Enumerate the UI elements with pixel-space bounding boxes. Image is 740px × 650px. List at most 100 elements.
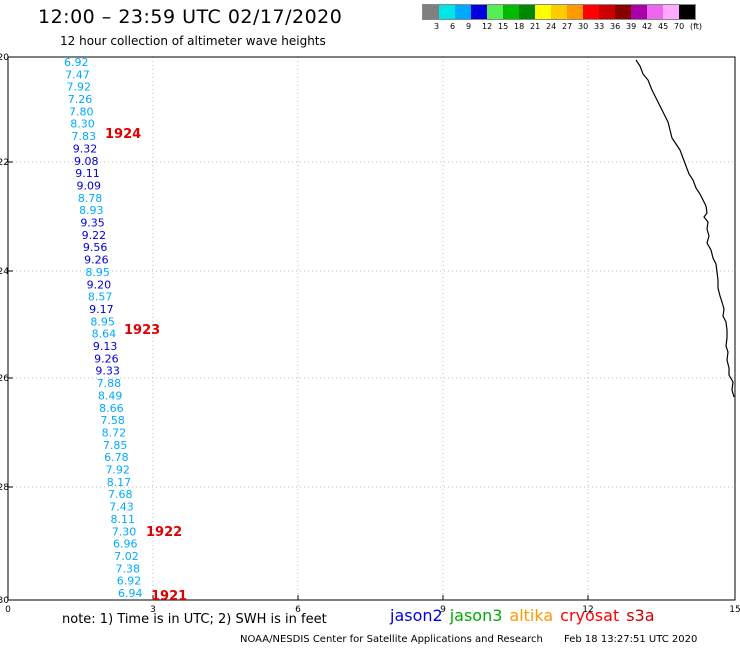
wave-height-value: 9.08 — [74, 155, 99, 168]
color-swatch — [471, 5, 487, 19]
pass-time-label: 1924 — [105, 127, 141, 142]
wave-height-value: 8.95 — [90, 315, 115, 328]
wave-height-value: 9.33 — [95, 365, 120, 378]
color-swatch — [487, 5, 503, 19]
wave-height-value: 7.83 — [72, 130, 97, 143]
lat-tick-label: -30 — [0, 596, 9, 606]
lon-tick-label: 15 — [729, 605, 740, 615]
pass-time-label: 1923 — [124, 323, 160, 338]
wave-height-value: 7.47 — [65, 68, 90, 81]
wave-height-value: 8.64 — [92, 328, 117, 341]
wave-height-value: 7.38 — [115, 562, 140, 575]
color-scale-label: 9 — [466, 22, 472, 31]
wave-height-value: 7.30 — [112, 525, 137, 538]
lat-tick-label: -22 — [0, 158, 9, 168]
lat-tick-label: -20 — [0, 53, 9, 63]
map-subtitle: 12 hour collection of altimeter wave hei… — [60, 34, 326, 48]
wave-height-value: 7.68 — [108, 488, 133, 501]
color-swatch — [615, 5, 631, 19]
color-scale-label: 39 — [626, 22, 637, 31]
wave-height-value: 6.92 — [64, 56, 89, 69]
color-swatch — [455, 5, 471, 19]
wave-height-value: 7.80 — [69, 105, 94, 118]
color-scale-label: (ft) — [690, 22, 703, 31]
wave-height-value: 8.95 — [85, 266, 110, 279]
wave-height-value: 9.13 — [93, 340, 118, 353]
wave-height-value: 9.56 — [83, 241, 108, 254]
footer: NOAA/NESDIS Center for Satellite Applica… — [240, 634, 715, 645]
map-title: 12:00 – 23:59 UTC 02/17/2020 — [38, 6, 343, 28]
color-swatch — [679, 5, 695, 19]
satellite-legend-jason3: jason3 — [449, 606, 503, 625]
wave-height-value: 9.35 — [80, 217, 105, 230]
color-swatch — [663, 5, 679, 19]
wave-height-value: 8.57 — [88, 291, 113, 304]
color-scale-label: 12 — [482, 22, 493, 31]
satellite-legend-s3a: s3a — [626, 606, 655, 625]
wave-height-value: 9.26 — [84, 254, 109, 267]
footer-timestamp: Feb 18 13:27:51 UTC 2020 — [564, 634, 698, 645]
units-note: note: 1) Time is in UTC; 2) SWH is in fe… — [62, 612, 327, 627]
pass-time-label: 1921 — [151, 589, 187, 604]
lon-tick-label: 12 — [582, 605, 593, 615]
wave-height-value: 6.78 — [104, 451, 128, 464]
wave-height-value: 9.09 — [77, 179, 102, 192]
color-swatch — [519, 5, 535, 19]
wave-height-value: 8.11 — [110, 513, 135, 526]
color-scale-label: 70 — [674, 22, 685, 31]
color-swatch — [599, 5, 615, 19]
color-scale-label: 21 — [530, 22, 541, 31]
color-swatch — [567, 5, 583, 19]
color-scale-label: 36 — [610, 22, 621, 31]
wave-height-value: 9.17 — [89, 303, 114, 316]
footer-credit: NOAA/NESDIS Center for Satellite Applica… — [240, 634, 543, 645]
wave-height-value: 7.88 — [97, 377, 122, 390]
color-scale-label: 18 — [514, 22, 525, 31]
wave-height-value: 7.02 — [114, 550, 139, 563]
map-frame — [7, 56, 736, 601]
lon-tick-label: 3 — [150, 605, 156, 615]
color-scale-label: 15 — [498, 22, 509, 31]
satellite-legend: jason2 jason3 altika cryosat s3a — [390, 606, 662, 625]
wave-height-value: 7.92 — [67, 81, 92, 94]
color-swatch — [631, 5, 647, 19]
satellite-legend-cryosat: cryosat — [560, 606, 620, 625]
color-scale-label: 27 — [562, 22, 573, 31]
color-scale-label: 24 — [546, 22, 557, 31]
lat-tick-label: -26 — [0, 374, 9, 384]
wave-height-value: 7.85 — [103, 439, 128, 452]
wave-height-value: 8.30 — [70, 118, 95, 131]
color-swatch — [551, 5, 567, 19]
satellite-legend-altika: altika — [509, 606, 554, 625]
wave-height-value: 9.32 — [73, 142, 98, 155]
coastline — [635, 59, 735, 398]
wave-height-value: 7.26 — [68, 93, 93, 106]
color-scale-labels: 3 6 9 12 15 18 21 24 27 30 33 36 39 42 45 70 (ft) — [422, 20, 702, 32]
wave-height-value: 7.58 — [100, 414, 125, 427]
lat-tick-label: -24 — [0, 267, 9, 277]
color-swatch — [535, 5, 551, 19]
color-scale-label: 6 — [450, 22, 456, 31]
lat-tick-label: -28 — [0, 483, 9, 493]
wave-height-value: 9.22 — [82, 229, 107, 242]
pass-time-label: 1922 — [146, 525, 182, 540]
wave-height-value: 8.78 — [78, 192, 103, 205]
color-scale-label: 45 — [658, 22, 669, 31]
color-scale-swatches — [422, 4, 696, 20]
lon-tick-label: 0 — [5, 605, 11, 615]
wave-height-value: 9.26 — [94, 352, 119, 365]
wave-height-value: 8.66 — [99, 402, 124, 415]
wave-height-value: 6.96 — [113, 538, 138, 551]
wave-height-value: 6.92 — [117, 575, 142, 588]
wave-height-value: 8.93 — [79, 204, 104, 217]
lon-tick-label: 9 — [440, 605, 446, 615]
color-swatch — [503, 5, 519, 19]
wave-height-value: 6.94 — [118, 587, 143, 600]
color-scale-label: 3 — [434, 22, 440, 31]
wave-height-value: 8.72 — [102, 426, 127, 439]
satellite-legend-jason2: jason2 — [390, 606, 443, 625]
wave-height-value: 8.17 — [107, 476, 132, 489]
color-scale-label: 33 — [594, 22, 605, 31]
wave-height-value: 7.43 — [109, 501, 134, 514]
